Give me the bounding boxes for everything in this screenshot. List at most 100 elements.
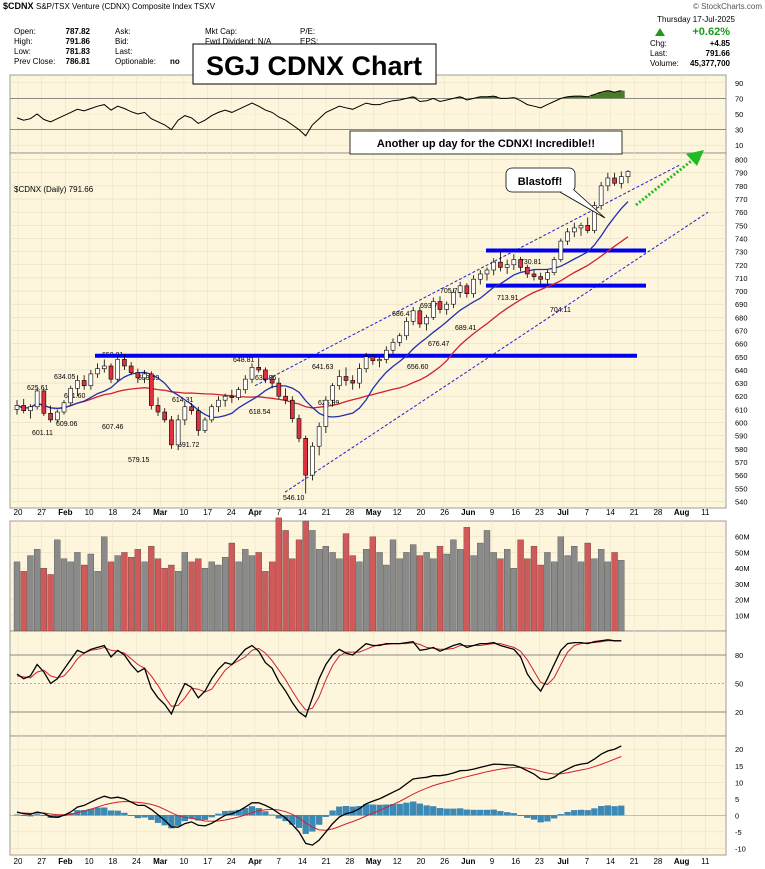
candle-body bbox=[128, 365, 134, 373]
macd-tick-label: -10 bbox=[735, 844, 746, 853]
price-annotation-label: 546.10 bbox=[283, 495, 305, 502]
rsi-tick-label: 50 bbox=[735, 110, 743, 119]
watermark: © StockCharts.com bbox=[693, 2, 762, 11]
macd-histogram-bar bbox=[504, 812, 511, 816]
candle-body bbox=[289, 399, 295, 419]
macd-histogram-bar bbox=[463, 809, 470, 816]
time-tick-label-bottom: 7 bbox=[585, 857, 590, 866]
time-tick-label-bottom: 14 bbox=[298, 857, 307, 866]
time-tick-label-bottom: 24 bbox=[132, 857, 141, 866]
volume-bar bbox=[302, 520, 309, 632]
volume-bar bbox=[396, 558, 403, 632]
time-tick-label: Apr bbox=[248, 508, 262, 517]
price-tick-label: 760 bbox=[735, 208, 748, 217]
time-tick-label: 10 bbox=[85, 508, 94, 517]
candle-body bbox=[383, 349, 389, 360]
time-tick-label: 9 bbox=[490, 508, 495, 517]
macd-histogram-bar bbox=[329, 810, 336, 816]
price-annotation-label: 656.60 bbox=[407, 364, 429, 371]
price-tick-label: 780 bbox=[735, 182, 748, 191]
candle-body bbox=[276, 382, 282, 397]
macd-histogram-bar bbox=[248, 806, 256, 816]
time-tick-label-bottom: 21 bbox=[630, 857, 639, 866]
breakout-arrow-head bbox=[686, 150, 704, 166]
time-tick-label-bottom: 20 bbox=[14, 857, 23, 866]
price-tick-label: 670 bbox=[735, 327, 748, 336]
macd-tick-label: 5 bbox=[735, 795, 739, 804]
candle-body bbox=[484, 269, 490, 275]
candle-body bbox=[598, 185, 604, 206]
macd-tick-label: 20 bbox=[735, 745, 743, 754]
volume-bar bbox=[201, 567, 209, 632]
candle-body bbox=[545, 272, 550, 280]
time-tick-label: 7 bbox=[276, 508, 281, 517]
volume-bar bbox=[503, 549, 511, 632]
volume-bar bbox=[322, 545, 330, 632]
price-annotation-label: 633.69 bbox=[138, 375, 160, 382]
candle-body bbox=[477, 273, 483, 280]
rsi-tick-label: 90 bbox=[735, 79, 743, 88]
macd-line bbox=[16, 745, 622, 846]
price-annotation-label: 607.46 bbox=[102, 424, 124, 431]
candle-body bbox=[605, 177, 611, 187]
time-tick-label-bottom: 9 bbox=[490, 857, 495, 866]
candle-body bbox=[424, 317, 429, 325]
macd-histogram-bar bbox=[510, 813, 517, 816]
candle-body bbox=[357, 368, 362, 384]
macd-histogram-bar bbox=[598, 806, 605, 816]
candle-body bbox=[256, 367, 262, 371]
volume-bar bbox=[577, 561, 585, 632]
macd-histogram-bar bbox=[436, 808, 444, 816]
candle-body bbox=[14, 405, 20, 410]
quote-label-chg: Chg: bbox=[650, 39, 667, 48]
candle-body bbox=[269, 378, 275, 384]
chart-title: SGJ CDNX Chart bbox=[206, 51, 422, 81]
volume-bar bbox=[470, 555, 477, 632]
volume-bar bbox=[383, 564, 390, 632]
volume-bar bbox=[618, 560, 625, 632]
price-tick-label: 750 bbox=[735, 221, 748, 230]
volume-bar bbox=[161, 567, 168, 632]
price-annotation-label: 625.61 bbox=[27, 385, 49, 392]
rsi-line bbox=[16, 90, 622, 137]
volume-bar bbox=[40, 567, 48, 632]
time-tick-label: 21 bbox=[630, 508, 639, 517]
price-tick-label: 700 bbox=[735, 287, 748, 296]
volume-bar bbox=[490, 552, 497, 632]
volume-bar bbox=[403, 552, 410, 632]
price-annotation-label: 713.91 bbox=[497, 295, 519, 302]
time-tick-label: 26 bbox=[440, 508, 449, 517]
volume-bar bbox=[342, 533, 350, 632]
macd-histogram-bar bbox=[269, 814, 276, 816]
time-tick-label-bottom: 28 bbox=[653, 857, 662, 866]
price-annotation-label: 730.81 bbox=[520, 259, 542, 266]
candle-body bbox=[343, 376, 349, 381]
macd-histogram-bar bbox=[470, 809, 477, 816]
macd-histogram-bar bbox=[551, 815, 558, 819]
macd-histogram-bar bbox=[517, 815, 524, 816]
volume-bar bbox=[436, 545, 444, 632]
volume-bar bbox=[584, 542, 591, 632]
quote-value-high: 791.86 bbox=[66, 37, 91, 46]
time-tick-label-bottom: 27 bbox=[37, 857, 46, 866]
candle-body bbox=[578, 225, 584, 229]
time-tick-label-bottom: Aug bbox=[674, 857, 690, 866]
volume-bar bbox=[235, 561, 242, 632]
time-tick-label-bottom: 26 bbox=[440, 857, 449, 866]
candle-body bbox=[222, 395, 228, 401]
quote-label-ask: Ask: bbox=[115, 27, 131, 36]
candle-body bbox=[115, 359, 121, 380]
volume-bar bbox=[127, 556, 135, 632]
channel-lower-line bbox=[284, 211, 709, 493]
price-tick-label: 570 bbox=[735, 458, 748, 467]
up-arrow-icon bbox=[655, 28, 665, 36]
time-tick-label-bottom: May bbox=[366, 857, 382, 866]
price-annotation-label: 579.15 bbox=[128, 457, 150, 464]
macd-histogram-bar bbox=[457, 808, 464, 816]
macd-histogram-bar bbox=[27, 815, 34, 817]
volume-bar bbox=[87, 553, 95, 632]
price-tick-label: 680 bbox=[735, 313, 748, 322]
volume-bar bbox=[530, 545, 538, 632]
time-tick-label-bottom: 24 bbox=[227, 857, 236, 866]
macd-histogram-bar bbox=[322, 815, 329, 817]
